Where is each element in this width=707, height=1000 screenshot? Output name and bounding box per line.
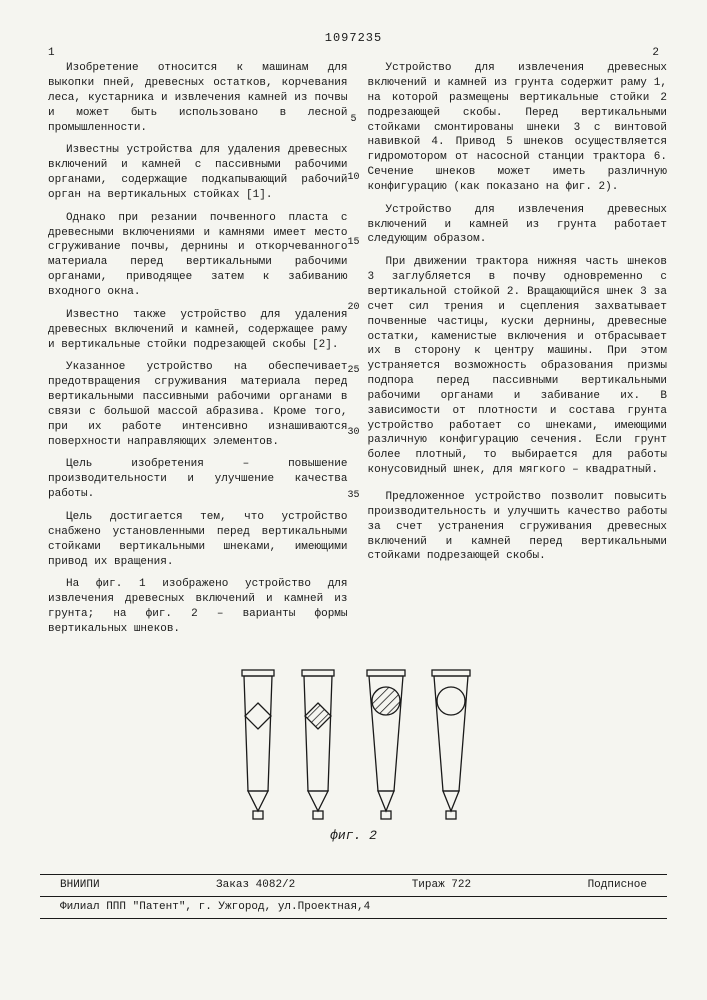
footer-tirazh: Тираж 722	[412, 878, 471, 893]
line-number: 10	[344, 171, 364, 185]
paragraph: Устройство для извлечения древесных вклю…	[368, 61, 668, 195]
doc-number: 1097235	[40, 30, 667, 46]
paragraph: Известны устройства для удаления древесн…	[48, 143, 348, 202]
line-number: 35	[344, 489, 364, 503]
figure-svg	[224, 665, 484, 825]
line-number: 20	[344, 301, 364, 315]
page-num-left: 1	[48, 46, 55, 61]
paragraph: Цель достигается тем, что устройство сна…	[48, 510, 348, 569]
footer: ВНИИПИ Заказ 4082/2 Тираж 722 Подписное …	[40, 874, 667, 919]
line-number: 5	[344, 113, 364, 127]
page-num-right: 2	[652, 46, 659, 61]
paragraph: Предложенное устройство позволит повысит…	[368, 490, 668, 564]
paragraph: Однако при резании почвенного пласта с д…	[48, 211, 348, 300]
paragraph: Устройство для извлечения древесных вклю…	[368, 203, 668, 248]
paragraph: При движении трактора нижняя часть шнеко…	[368, 255, 668, 478]
paragraph: Изобретение относится к машинам для выко…	[48, 61, 348, 135]
footer-org: ВНИИПИ	[60, 878, 100, 893]
footer-address: Филиал ППП "Патент", г. Ужгород, ул.Прое…	[40, 897, 667, 919]
footer-order: Заказ 4082/2	[216, 878, 295, 893]
line-number: 25	[344, 364, 364, 378]
figure-label: фиг. 2	[40, 827, 667, 845]
left-column: Изобретение относится к машинам для выко…	[40, 61, 348, 645]
footer-top-line: ВНИИПИ Заказ 4082/2 Тираж 722 Подписное	[40, 874, 667, 897]
footer-podpis: Подписное	[588, 878, 647, 893]
line-number: 30	[344, 426, 364, 440]
line-number: 15	[344, 236, 364, 250]
right-column: Устройство для извлечения древесных вклю…	[360, 61, 668, 645]
figure-2: фиг. 2	[40, 665, 667, 845]
text-columns: 1 2 5101520253035 Изобретение относится …	[40, 61, 667, 645]
paragraph: Известно также устройство для удаления д…	[48, 308, 348, 353]
paragraph: Цель изобретения – повышение производите…	[48, 457, 348, 502]
paragraph: На фиг. 1 изображено устройство для извл…	[48, 577, 348, 636]
paragraph: Указанное устройство на обеспечивает пре…	[48, 360, 348, 449]
